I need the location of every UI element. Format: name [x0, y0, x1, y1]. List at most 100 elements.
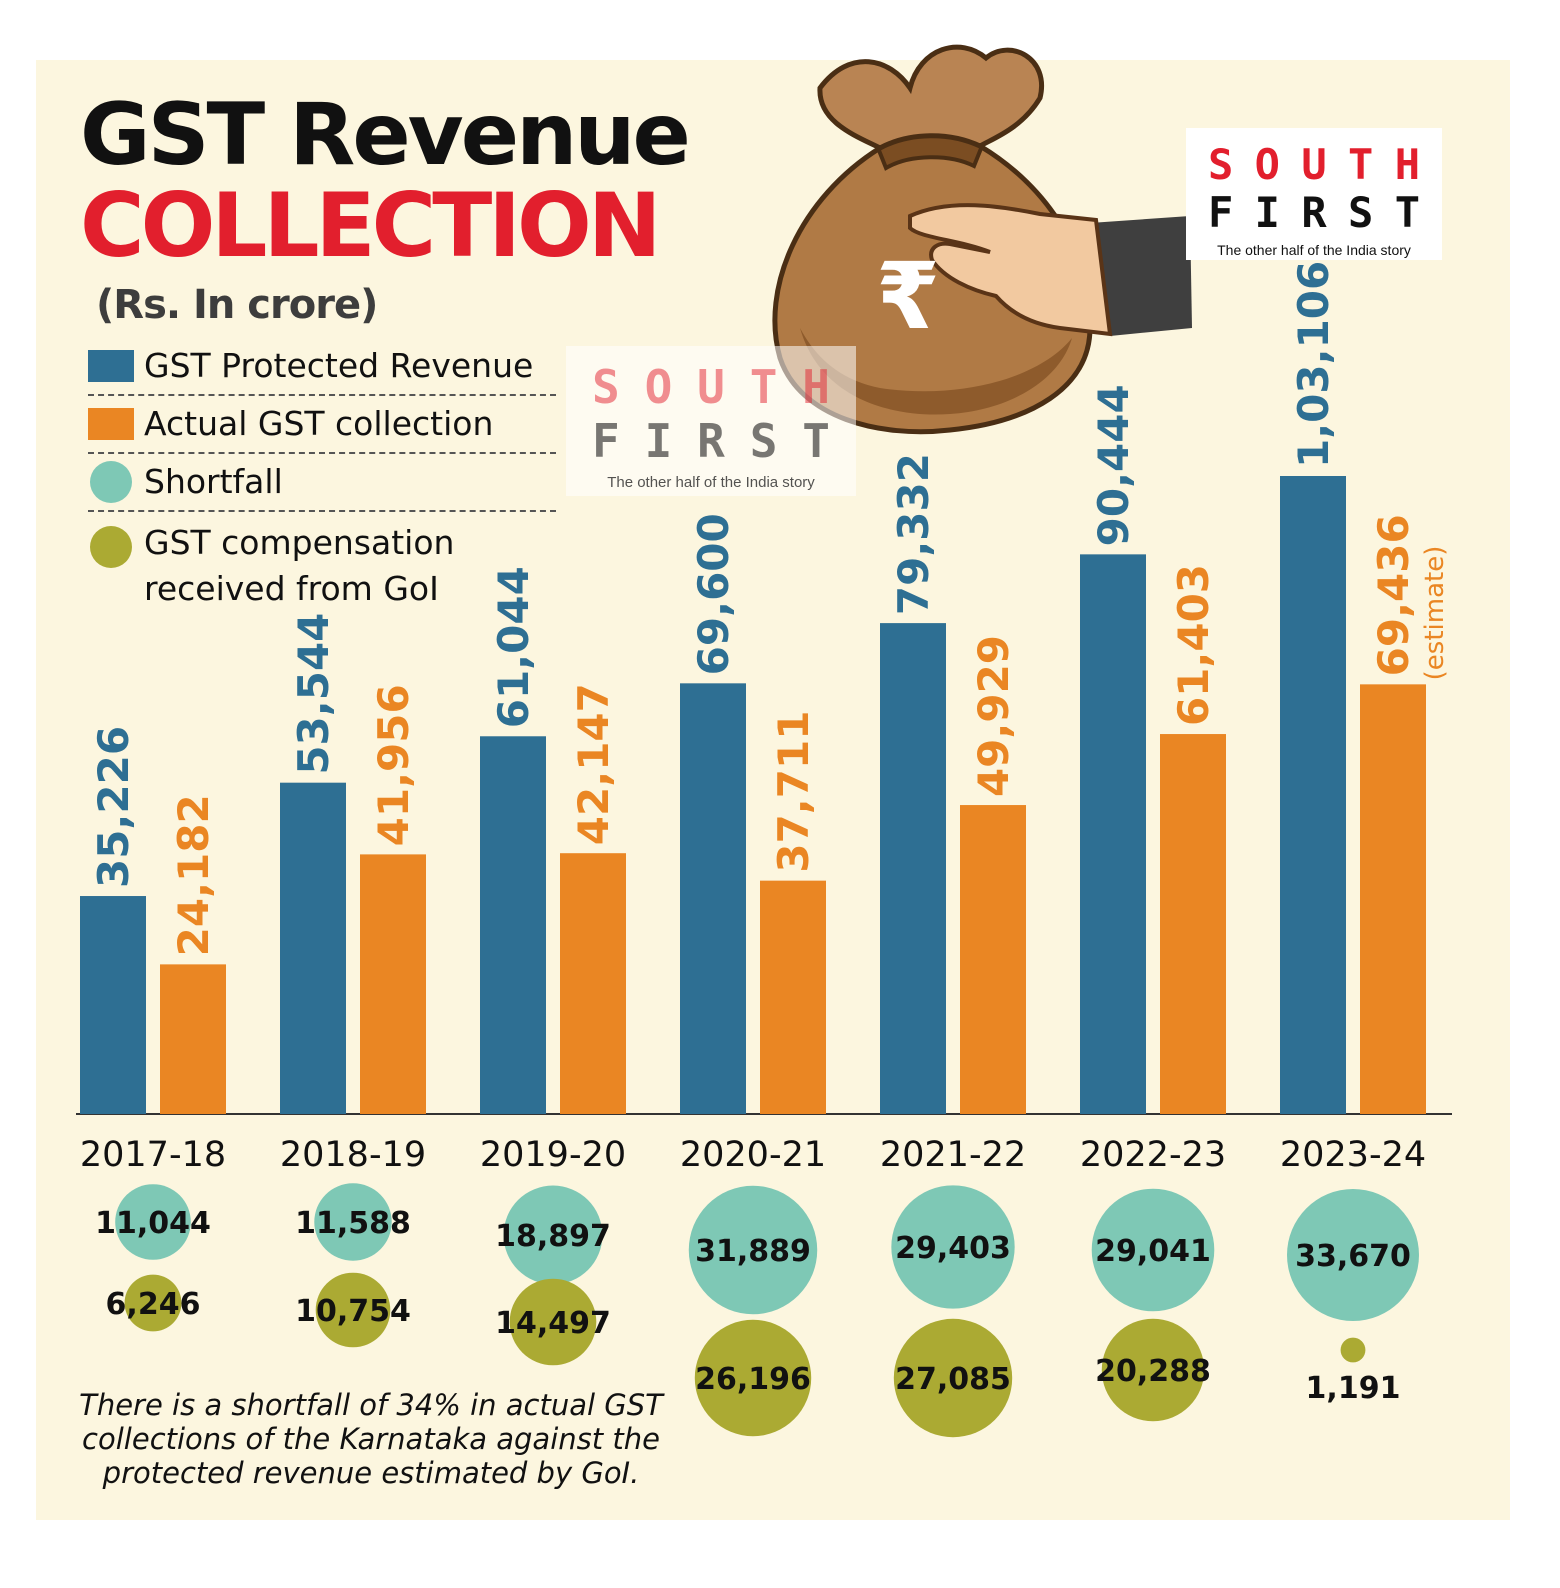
legend-swatch-protected: [88, 350, 134, 382]
x-tick-label: 2020-21: [680, 1135, 826, 1175]
title-line-2: COLLECTION: [80, 174, 661, 277]
shortfall-bubble: [1287, 1189, 1419, 1321]
legend: GST Protected Revenue Actual GST collect…: [88, 338, 556, 612]
x-tick-label: 2018-19: [280, 1135, 426, 1175]
legend-item-shortfall: Shortfall: [88, 454, 556, 512]
data-label-protected: 69,600: [689, 513, 738, 675]
legend-swatch-shortfall: [90, 461, 132, 503]
bag-shade: [800, 328, 1072, 415]
rupee-icon: ₹: [876, 243, 940, 350]
data-label-actual: 61,403: [1169, 564, 1218, 726]
bar-actual: [1360, 684, 1426, 1114]
legend-label-compensation: GST compensation received from GoI: [144, 523, 455, 609]
bar-protected: [80, 896, 146, 1114]
data-label-protected: 61,044: [489, 566, 538, 728]
watermark-letter: H: [802, 360, 830, 414]
watermark-letter: S: [749, 414, 778, 468]
logo-letter: U: [1301, 140, 1327, 189]
compensation-bubble: [315, 1272, 391, 1348]
shortfall-value-label: 11,044: [95, 1206, 211, 1241]
bar-protected: [880, 623, 946, 1114]
watermark-letter: T: [749, 360, 778, 414]
data-label-protected: 53,544: [289, 613, 338, 775]
shortfall-value-label: 33,670: [1295, 1239, 1411, 1274]
bar-protected: [1280, 476, 1346, 1114]
legend-item-compensation: GST compensation received from GoI: [88, 512, 556, 612]
bar-protected: [1080, 554, 1146, 1114]
logo-letter: I: [1254, 188, 1280, 237]
x-tick-label: 2017-18: [80, 1135, 226, 1175]
legend-label-actual: Actual GST collection: [144, 403, 494, 443]
shortfall-value-label: 29,041: [1095, 1234, 1211, 1269]
logo-tagline: The other half of the India story: [1217, 242, 1411, 258]
annotation-estimate: (estimate): [1420, 546, 1450, 681]
legend-item-actual: Actual GST collection: [88, 396, 556, 454]
title-line-1: GST Revenue: [80, 85, 691, 185]
bar-actual: [1160, 734, 1226, 1114]
compensation-value-label: 20,288: [1095, 1354, 1211, 1389]
compensation-bubble: [1340, 1337, 1366, 1363]
data-label-protected: 35,226: [89, 726, 138, 888]
shortfall-value-label: 11,588: [295, 1206, 411, 1241]
x-tick-label: 2022-23: [1080, 1135, 1226, 1175]
data-label-protected: 90,444: [1089, 384, 1138, 546]
bar-actual: [360, 854, 426, 1114]
bag-top: [817, 44, 1045, 151]
data-label-protected: 1,03,106: [1289, 261, 1338, 468]
compensation-value-label: 14,497: [495, 1306, 611, 1341]
compensation-bubble: [893, 1318, 1013, 1438]
watermark-line-1: S O U T H: [592, 364, 830, 410]
bar-actual: [560, 853, 626, 1114]
compensation-bubble: [694, 1319, 812, 1437]
bar-actual: [960, 805, 1026, 1114]
x-tick-label: 2019-20: [480, 1135, 626, 1175]
compensation-value-label: 26,196: [695, 1362, 811, 1397]
data-label-actual: 69,436: [1369, 514, 1418, 676]
watermark-letter: F: [592, 414, 620, 468]
logo-line-1: S O U T H: [1208, 144, 1420, 186]
watermark-letter: U: [697, 360, 725, 414]
shortfall-bubble: [891, 1185, 1015, 1309]
brand-logo: S O U T H F I R S T The other half of th…: [1186, 128, 1442, 260]
legend-label-shortfall: Shortfall: [144, 461, 283, 501]
compensation-bubble: [509, 1278, 597, 1366]
watermark-letter: S: [592, 360, 620, 414]
bar-protected: [280, 782, 346, 1114]
sleeve-shape: [1090, 216, 1192, 336]
shortfall-bubble: [503, 1185, 603, 1285]
watermark-logo: S O U T H F I R S T The other half of th…: [566, 346, 856, 496]
logo-letter: F: [1208, 188, 1234, 237]
data-label-protected: 79,332: [889, 453, 938, 615]
data-label-actual: 42,147: [569, 683, 618, 845]
logo-letter: S: [1208, 140, 1234, 189]
logo-letter: T: [1394, 188, 1420, 237]
watermark-letter: R: [697, 414, 725, 468]
shortfall-bubble: [314, 1183, 392, 1261]
data-label-actual: 41,956: [369, 684, 418, 846]
logo-line-2: F I R S T: [1208, 192, 1420, 234]
shortfall-bubble: [115, 1184, 191, 1260]
legend-swatch-actual: [88, 408, 134, 440]
bar-protected: [480, 736, 546, 1114]
compensation-value-label: 6,246: [106, 1287, 201, 1322]
logo-letter: H: [1394, 140, 1420, 189]
data-label-actual: 49,929: [969, 635, 1018, 797]
shortfall-bubble: [688, 1185, 818, 1315]
shortfall-value-label: 29,403: [895, 1231, 1011, 1266]
bar-actual: [760, 880, 826, 1114]
legend-label-protected: GST Protected Revenue: [144, 345, 534, 385]
unit-label: (Rs. In crore): [96, 282, 378, 328]
compensation-bubble: [1101, 1318, 1205, 1422]
compensation-value-label: 10,754: [295, 1294, 411, 1329]
compensation-bubble: [124, 1274, 182, 1332]
compensation-value-label: 27,085: [895, 1362, 1011, 1397]
watermark-letter: T: [802, 414, 830, 468]
bar-protected: [680, 683, 746, 1114]
logo-letter: O: [1254, 140, 1280, 189]
legend-item-protected: GST Protected Revenue: [88, 338, 556, 396]
footnote: There is a shortfall of 34% in actual GS…: [79, 1388, 663, 1490]
logo-letter: R: [1301, 188, 1327, 237]
logo-letter: T: [1348, 140, 1374, 189]
compensation-value-label: 1,191: [1306, 1371, 1401, 1406]
